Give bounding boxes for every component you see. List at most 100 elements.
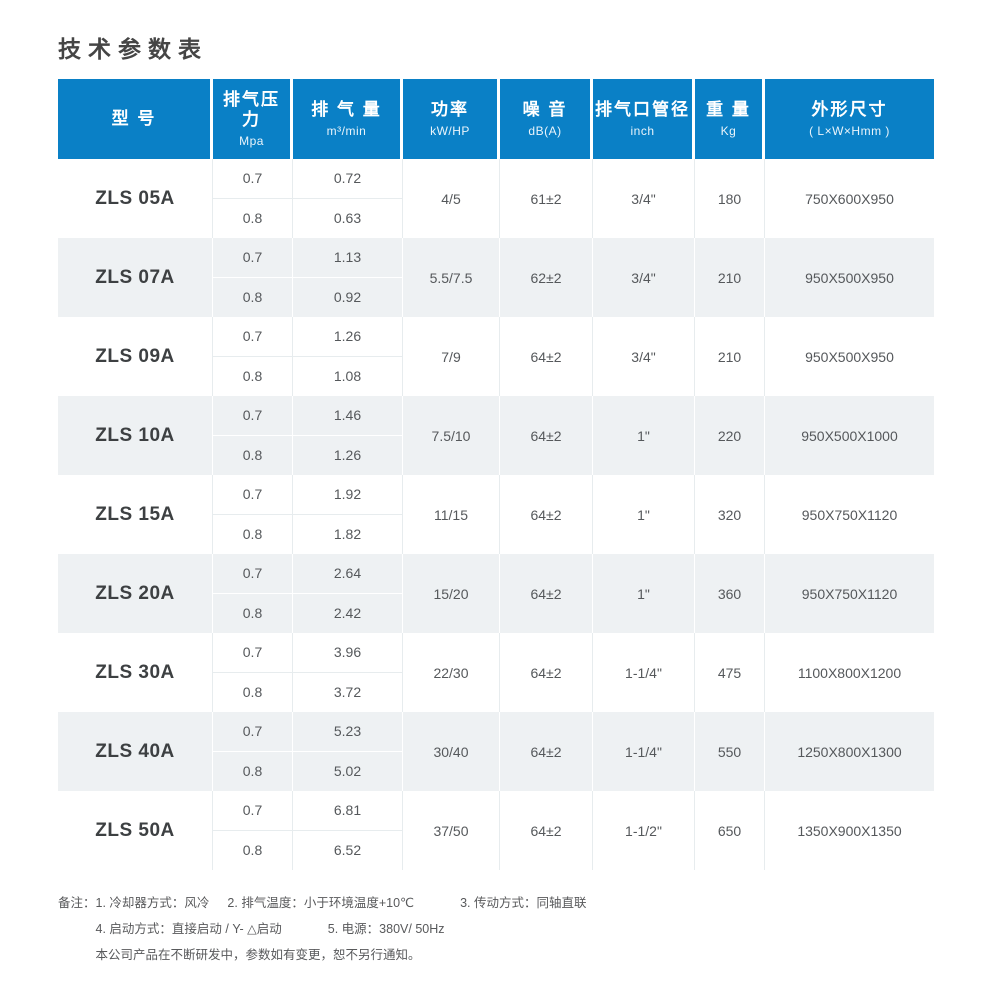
header-power-unit: kW/HP (430, 124, 470, 139)
pressure-cell: 0.8 (213, 593, 293, 633)
dimensions-cell: 950X750X1120 (801, 506, 898, 523)
volume-cell: 1.26 (293, 435, 403, 475)
pipe-diameter-cell: 1" (593, 396, 695, 475)
volume-cell: 5.02 (293, 751, 403, 791)
table-row: ZLS 15A 0.7 1.92 11/15 64±2 1" 320 950X7… (58, 475, 934, 554)
power-cell: 5.5/7.5 (403, 238, 500, 317)
weight-cell: 650 (695, 791, 765, 870)
header-pressure-label: 排气压力 (223, 89, 280, 129)
table-row: ZLS 20A 0.7 2.64 15/20 64±2 1" 360 950X7… (58, 554, 934, 633)
table-row: ZLS 07A 0.7 1.13 5.5/7.5 62±2 3/4" 210 9… (58, 238, 934, 317)
noise-cell: 64±2 (500, 633, 593, 712)
pressure-cell: 0.7 (213, 396, 293, 436)
volume-cell: 6.81 (293, 791, 403, 831)
table-row: ZLS 50A 0.7 6.81 37/50 64±2 1-1/2" 650 1… (58, 791, 934, 870)
pressure-cell: 0.8 (213, 198, 293, 238)
pressure-cell: 0.8 (213, 751, 293, 791)
header-weight: 重 量 Kg (695, 79, 765, 159)
model-cell: ZLS 07A (58, 238, 213, 317)
table-row: ZLS 10A 0.7 1.46 7.5/10 64±2 1" 220 950X… (58, 396, 934, 475)
pressure-cell: 0.7 (213, 791, 293, 831)
noise-cell: 64±2 (500, 712, 593, 791)
pressure-cell: 0.8 (213, 356, 293, 396)
header-power-label: 功率 (431, 99, 469, 119)
volume-cell: 1.82 (293, 514, 403, 554)
noise-cell: 64±2 (500, 396, 593, 475)
table-row: ZLS 09A 0.7 1.26 7/9 64±2 3/4" 210 950X5… (58, 317, 934, 396)
dimensions-cell: 1100X800X1200 (797, 664, 902, 681)
pipe-diameter-cell: 3/4" (593, 317, 695, 396)
noise-cell: 64±2 (500, 791, 593, 870)
pipe-diameter-cell: 1-1/2" (593, 791, 695, 870)
volume-cell: 3.72 (293, 672, 403, 712)
dimensions-cell: 1350X900X1350 (797, 822, 902, 839)
header-weight-unit: Kg (720, 124, 737, 139)
header-volume-unit: m³/min (326, 124, 367, 139)
volume-cell: 2.42 (293, 593, 403, 633)
pressure-cell: 0.8 (213, 830, 293, 870)
header-noise-label: 噪 音 (522, 99, 568, 119)
pressure-cell: 0.8 (213, 277, 293, 317)
volume-cell: 3.96 (293, 633, 403, 673)
header-dimensions: 外形尺寸 ( L×W×Hmm ) (765, 79, 934, 159)
notes-lines: 1. 冷却器方式：风冷 2. 排气温度：小于环境温度+10℃ 3. 传动方式：同… (96, 890, 605, 968)
power-cell: 15/20 (403, 554, 500, 633)
pressure-cell: 0.7 (213, 317, 293, 357)
volume-cell: 0.92 (293, 277, 403, 317)
noise-cell: 64±2 (500, 317, 593, 396)
dimensions-cell: 950X500X1000 (801, 427, 898, 444)
note-disclaimer: 本公司产品在不断研发中，参数如有变更，恕不另行通知。 (95, 948, 421, 962)
model-cell: ZLS 09A (58, 317, 213, 396)
model-cell: ZLS 05A (58, 159, 213, 238)
pipe-diameter-cell: 1-1/4" (593, 712, 695, 791)
pressure-cell: 0.7 (213, 554, 293, 594)
page: 技术参数表 型 号 排气压力 Mpa 排 气 量 m³/min 功率 (58, 36, 1000, 968)
power-cell: 4/5 (403, 159, 500, 238)
model-cell: ZLS 20A (58, 554, 213, 633)
pipe-diameter-cell: 1" (593, 554, 695, 633)
weight-cell: 475 (695, 633, 765, 712)
pressure-cell: 0.8 (213, 435, 293, 475)
power-cell: 30/40 (403, 712, 500, 791)
note-drive: 3. 传动方式：同轴直联 (460, 896, 587, 910)
model-cell: ZLS 50A (58, 791, 213, 870)
power-cell: 7/9 (403, 317, 500, 396)
header-volume: 排 气 量 m³/min (293, 79, 403, 159)
page-title: 技术参数表 (58, 36, 208, 62)
pressure-cell: 0.7 (213, 633, 293, 673)
volume-cell: 1.08 (293, 356, 403, 396)
power-cell: 7.5/10 (403, 396, 500, 475)
weight-cell: 220 (695, 396, 765, 475)
pipe-diameter-cell: 3/4" (593, 159, 695, 238)
dimensions-cell: 950X500X950 (805, 348, 894, 365)
pipe-diameter-cell: 3/4" (593, 238, 695, 317)
weight-cell: 320 (695, 475, 765, 554)
noise-cell: 64±2 (500, 554, 593, 633)
header-pipe-label: 排气口管径 (595, 99, 690, 119)
noise-cell: 62±2 (500, 238, 593, 317)
note-line-2: 4. 启动方式：直接启动 / Y- △启动 5. 电源：380V/ 50Hz (96, 916, 605, 942)
pressure-cell: 0.7 (213, 238, 293, 278)
note-line-3: 本公司产品在不断研发中，参数如有变更，恕不另行通知。 (96, 942, 605, 968)
header-model: 型 号 (58, 79, 213, 159)
header-model-label: 型 号 (111, 108, 157, 128)
volume-cell: 1.46 (293, 396, 403, 436)
header-power: 功率 kW/HP (403, 79, 500, 159)
table-row: ZLS 30A 0.7 3.96 22/30 64±2 1-1/4" 475 1… (58, 633, 934, 712)
pressure-cell: 0.8 (213, 672, 293, 712)
volume-cell: 1.13 (293, 238, 403, 278)
weight-cell: 210 (695, 317, 765, 396)
dimensions-cell: 750X600X950 (805, 190, 894, 207)
header-pipe-diameter: 排气口管径 inch (593, 79, 695, 159)
pressure-cell: 0.7 (213, 712, 293, 752)
power-cell: 37/50 (403, 791, 500, 870)
volume-cell: 0.72 (293, 159, 403, 199)
dimensions-cell: 950X500X950 (805, 269, 894, 286)
pressure-cell: 0.7 (213, 159, 293, 199)
pressure-cell: 0.8 (213, 514, 293, 554)
notes: 备注： 1. 冷却器方式：风冷 2. 排气温度：小于环境温度+10℃ 3. 传动… (58, 890, 1000, 968)
table-header: 型 号 排气压力 Mpa 排 气 量 m³/min 功率 kW/HP 噪 音 d… (58, 79, 934, 159)
spec-table: 型 号 排气压力 Mpa 排 气 量 m³/min 功率 kW/HP 噪 音 d… (58, 79, 934, 870)
dimensions-cell: 950X750X1120 (801, 585, 898, 602)
header-pressure: 排气压力 Mpa (213, 79, 293, 159)
